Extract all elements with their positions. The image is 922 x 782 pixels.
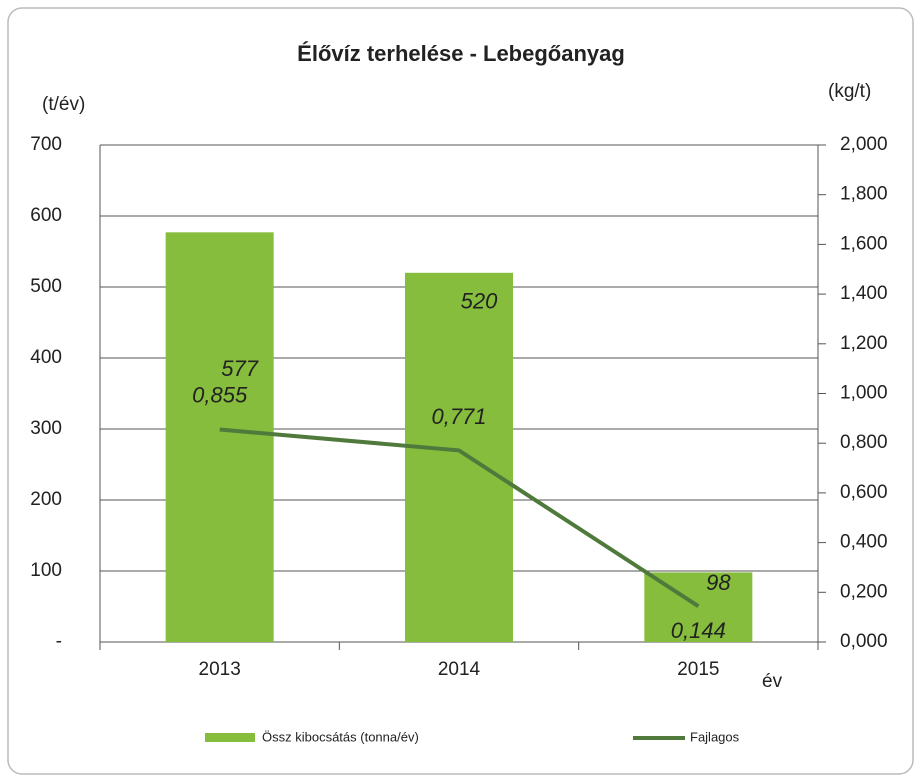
y2-tick-label: 0,400 xyxy=(840,532,888,553)
y-tick-label: 600 xyxy=(30,205,62,226)
x-tick-label: 2015 xyxy=(677,659,719,680)
y-axis-label: (t/év) xyxy=(42,94,85,115)
y-tick-label: 200 xyxy=(30,489,62,510)
line-value-label: 0,144 xyxy=(671,618,726,643)
y2-tick-label: 0,200 xyxy=(840,581,888,602)
y2-tick-label: 1,600 xyxy=(840,233,888,254)
bar xyxy=(165,232,274,642)
x-tick-label: 2013 xyxy=(199,659,241,680)
legend-swatch xyxy=(205,733,255,742)
chart-title: Élővíz terhelése - Lebegőanyag xyxy=(297,41,625,66)
y2-tick-label: 0,600 xyxy=(840,482,888,503)
y-tick-label: 500 xyxy=(30,276,62,297)
y-tick-label: 300 xyxy=(30,418,62,439)
legend-label: Fajlagos xyxy=(690,729,740,744)
y2-tick-label: 1,200 xyxy=(840,333,888,354)
y2-axis-label: (kg/t) xyxy=(828,81,871,102)
bar-value-label: 577 xyxy=(221,356,258,381)
legend-label: Össz kibocsátás (tonna/év) xyxy=(262,729,419,744)
y2-tick-label: 1,000 xyxy=(840,383,888,404)
bar-value-label: 520 xyxy=(461,289,498,314)
y2-tick-label: 2,000 xyxy=(840,134,888,155)
y2-tick-label: 1,800 xyxy=(840,184,888,205)
y-tick-label: 400 xyxy=(30,347,62,368)
y-tick-label: 100 xyxy=(30,560,62,581)
y2-tick-label: 1,400 xyxy=(840,283,888,304)
y2-tick-label: 0,000 xyxy=(840,631,888,652)
bar-value-label: 98 xyxy=(706,570,731,595)
x-tick-label: 2014 xyxy=(438,659,481,680)
bar xyxy=(405,272,513,642)
line-value-label: 0,771 xyxy=(431,404,486,429)
y-tick-label: - xyxy=(56,631,62,652)
x-axis-label: év xyxy=(762,671,783,692)
line-value-label: 0,855 xyxy=(192,382,248,407)
y-tick-label: 700 xyxy=(30,134,62,155)
line xyxy=(219,427,700,608)
y2-tick-label: 0,800 xyxy=(840,432,888,453)
